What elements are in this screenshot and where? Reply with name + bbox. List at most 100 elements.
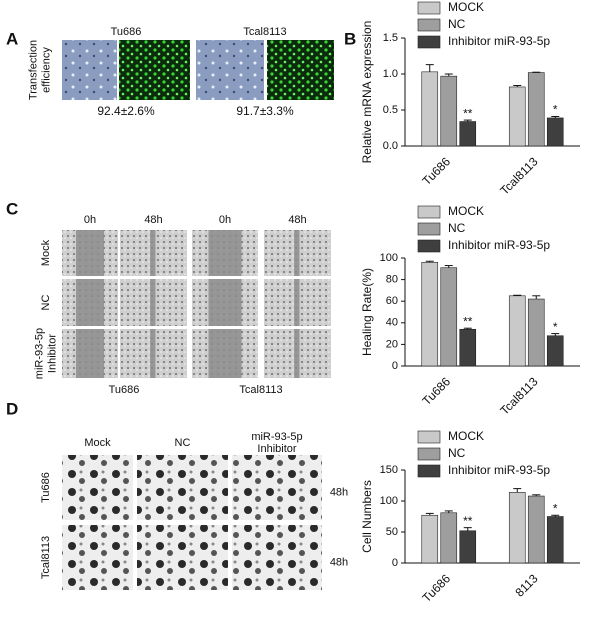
wound-gap bbox=[294, 230, 300, 276]
error-bar bbox=[551, 514, 560, 517]
panel-label: B bbox=[344, 29, 356, 48]
efficiency: 92.4±2.6% bbox=[97, 104, 155, 118]
x-tick-label: Tcal8113 bbox=[497, 154, 540, 197]
cell-line: Tu686 bbox=[109, 384, 140, 396]
bar bbox=[546, 117, 564, 147]
bar bbox=[546, 335, 564, 367]
legend-swatch bbox=[417, 464, 441, 478]
error-bar bbox=[532, 295, 541, 300]
wound-gap bbox=[208, 230, 242, 276]
wound-gap bbox=[208, 329, 242, 378]
time-label: 0h bbox=[219, 214, 231, 226]
significance: ** bbox=[463, 106, 473, 120]
error-bar bbox=[551, 115, 560, 118]
error-bar bbox=[551, 333, 560, 336]
images bbox=[62, 40, 334, 590]
x-tick-label: Tu686 bbox=[419, 154, 453, 188]
time-label: 48h bbox=[144, 214, 162, 226]
y-tick-label: 150 bbox=[380, 464, 398, 476]
significance: * bbox=[553, 103, 558, 117]
micrograph bbox=[232, 455, 322, 520]
column-label: Mock bbox=[84, 437, 111, 449]
y-tick-label: 1.5 bbox=[383, 32, 398, 44]
row-label: Tcal8113 bbox=[40, 536, 52, 579]
x-tick-label: 8113 bbox=[512, 571, 540, 599]
row-label: efficiency bbox=[40, 47, 52, 93]
micrograph bbox=[62, 455, 133, 520]
bar bbox=[421, 514, 439, 564]
y-axis-label: Relative mRNA expression bbox=[360, 21, 374, 164]
column-label: NC bbox=[175, 437, 191, 449]
bar bbox=[459, 121, 477, 147]
error-bar bbox=[513, 85, 522, 87]
error-bar bbox=[463, 119, 472, 122]
significance: ** bbox=[463, 514, 473, 528]
row-label: Transfection bbox=[27, 40, 39, 100]
bar bbox=[421, 71, 439, 147]
cell-line: Tcal8113 bbox=[239, 384, 282, 396]
bar bbox=[508, 492, 526, 564]
legend-swatch bbox=[417, 35, 441, 49]
micrograph bbox=[62, 40, 117, 100]
y-axis-label: Cell Numbers bbox=[360, 480, 374, 553]
error-bar bbox=[463, 327, 472, 330]
panel-label: C bbox=[6, 199, 18, 218]
error-bar bbox=[444, 510, 453, 513]
wound-gap bbox=[76, 230, 104, 276]
significance: ** bbox=[463, 314, 473, 328]
legend-label: NC bbox=[448, 446, 466, 460]
y-tick-label: 0 bbox=[392, 557, 398, 569]
micrograph bbox=[137, 455, 228, 520]
bar bbox=[527, 298, 545, 367]
legend-swatch bbox=[417, 430, 441, 444]
y-tick-label: 1.0 bbox=[383, 68, 398, 80]
y-tick-label: 0.5 bbox=[383, 104, 398, 116]
error-bar bbox=[513, 488, 522, 493]
time-label: 48h bbox=[330, 556, 348, 568]
x-tick-label: Tu686 bbox=[419, 571, 453, 605]
legend-swatch bbox=[417, 1, 441, 15]
bar bbox=[527, 72, 545, 147]
efficiency: 91.7±3.3% bbox=[236, 104, 294, 118]
legend-label: NC bbox=[448, 221, 466, 235]
error-bar bbox=[444, 73, 453, 77]
y-tick-label: 100 bbox=[380, 495, 398, 507]
wound-gap bbox=[294, 329, 300, 378]
micrograph bbox=[232, 525, 322, 590]
x-tick-label: Tu686 bbox=[419, 374, 453, 408]
legend-label: Inhibitor miR-93-5p bbox=[448, 34, 550, 48]
time-label: 48h bbox=[288, 214, 306, 226]
legend-swatch bbox=[417, 222, 441, 236]
error-bar bbox=[532, 494, 541, 497]
error-bar bbox=[513, 294, 522, 296]
error-bar bbox=[425, 260, 434, 263]
row-label: Tu686 bbox=[40, 472, 52, 503]
cell-line: Tcal8113 bbox=[243, 26, 286, 38]
bar bbox=[440, 75, 458, 147]
legend-label: MOCK bbox=[448, 0, 484, 14]
y-tick-label: 80 bbox=[386, 274, 398, 286]
bar bbox=[459, 530, 477, 564]
bar bbox=[508, 86, 526, 147]
legend-label: Inhibitor miR-93-5p bbox=[448, 463, 550, 477]
cell-line: Tu686 bbox=[111, 26, 142, 38]
legend-label: MOCK bbox=[448, 204, 484, 218]
micrograph bbox=[119, 40, 190, 100]
wound-gap bbox=[294, 279, 300, 326]
error-bar bbox=[463, 527, 472, 531]
column-label: miR-93-5p bbox=[251, 431, 302, 443]
column-label: Inhibitor bbox=[257, 443, 296, 455]
wound-gap bbox=[150, 279, 156, 326]
micrograph bbox=[196, 40, 264, 100]
legend-swatch bbox=[417, 447, 441, 461]
wound-gap bbox=[150, 329, 156, 378]
wound-gap bbox=[76, 279, 104, 326]
x-tick-label: Tcal8113 bbox=[497, 374, 540, 417]
y-tick-label: 0 bbox=[392, 360, 398, 372]
error-bar bbox=[444, 265, 453, 268]
bar bbox=[421, 262, 439, 367]
row-label: miR-93-5p bbox=[33, 328, 45, 379]
y-tick-label: 100 bbox=[380, 252, 398, 264]
wound-gap bbox=[208, 279, 242, 326]
panel-label: A bbox=[6, 29, 18, 48]
